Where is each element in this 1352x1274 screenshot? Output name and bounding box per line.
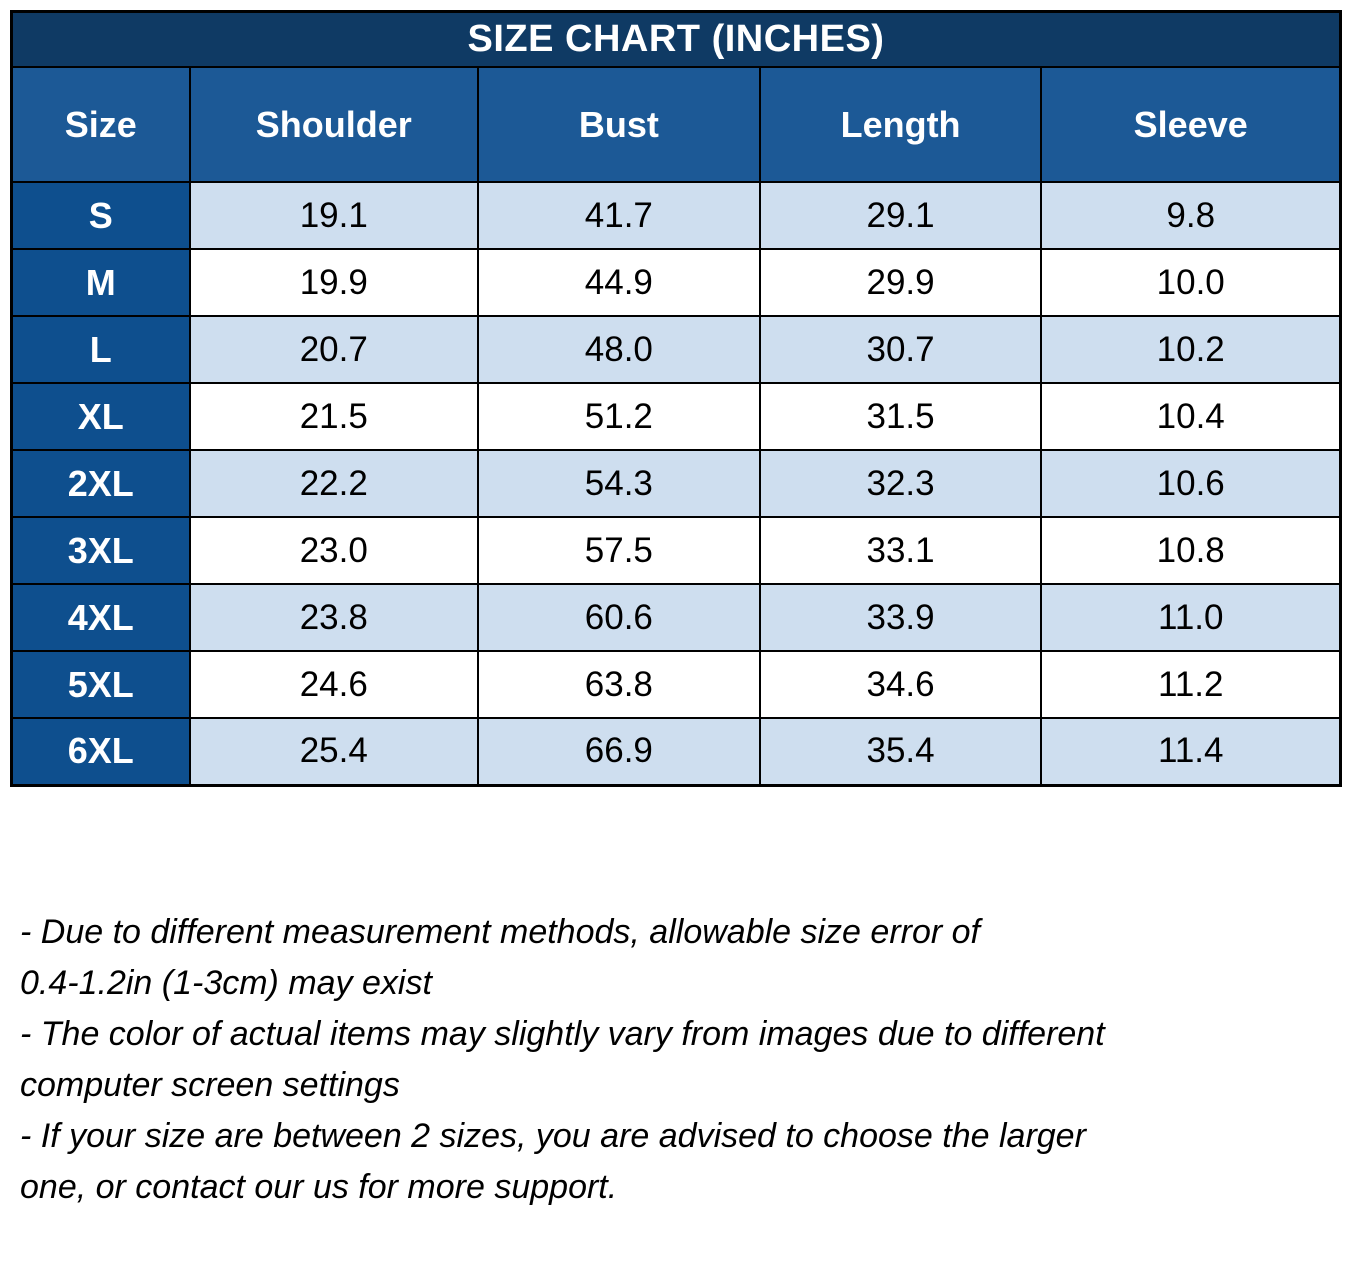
note-line-5: - If your size are between 2 sizes, you … — [20, 1116, 1086, 1155]
table-row-6xl: 6XL 25.4 66.9 35.4 11.4 — [10, 717, 1342, 786]
cell-length: 33.9 — [758, 583, 1043, 652]
note-line-3: - The color of actual items may slightly… — [20, 1014, 1105, 1053]
table-row-xl: XL 21.5 51.2 31.5 10.4 — [10, 382, 1342, 451]
cell-length: 31.5 — [758, 382, 1043, 451]
table-title: SIZE CHART (INCHES) — [10, 10, 1342, 68]
cell-shoulder: 24.6 — [188, 650, 479, 719]
row-size-label: M — [10, 248, 191, 317]
cell-shoulder: 19.9 — [188, 248, 479, 317]
row-size-label: 2XL — [10, 449, 191, 518]
cell-length: 35.4 — [758, 717, 1043, 786]
cell-sleeve: 11.2 — [1040, 650, 1342, 719]
cell-bust: 48.0 — [476, 315, 761, 384]
cell-shoulder: 19.1 — [188, 181, 479, 250]
cell-shoulder: 20.7 — [188, 315, 479, 384]
column-header-bust: Bust — [476, 66, 761, 183]
note-line-2: 0.4-1.2in (1-3cm) may exist — [20, 963, 432, 1002]
cell-shoulder: 21.5 — [188, 382, 479, 451]
cell-shoulder: 23.8 — [188, 583, 479, 652]
cell-bust: 63.8 — [476, 650, 761, 719]
row-size-label: 3XL — [10, 516, 191, 585]
cell-sleeve: 11.0 — [1040, 583, 1342, 652]
note-line-4: computer screen settings — [20, 1065, 400, 1104]
cell-shoulder: 22.2 — [188, 449, 479, 518]
row-size-label: S — [10, 181, 191, 250]
table-row-s: S 19.1 41.7 29.1 9.8 — [10, 181, 1342, 250]
cell-length: 30.7 — [758, 315, 1043, 384]
table-row-5xl: 5XL 24.6 63.8 34.6 11.2 — [10, 650, 1342, 719]
column-header-length: Length — [758, 66, 1043, 183]
notes-section: - Due to different measurement methods, … — [20, 907, 1334, 1213]
cell-bust: 66.9 — [476, 717, 761, 786]
cell-shoulder: 25.4 — [188, 717, 479, 786]
cell-sleeve: 10.6 — [1040, 449, 1342, 518]
row-size-label: 4XL — [10, 583, 191, 652]
cell-sleeve: 10.0 — [1040, 248, 1342, 317]
table-row-m: M 19.9 44.9 29.9 10.0 — [10, 248, 1342, 317]
cell-length: 29.9 — [758, 248, 1043, 317]
table-row-3xl: 3XL 23.0 57.5 33.1 10.8 — [10, 516, 1342, 585]
row-size-label: 6XL — [10, 717, 191, 786]
cell-shoulder: 23.0 — [188, 516, 479, 585]
cell-sleeve: 11.4 — [1040, 717, 1342, 786]
column-header-sleeve: Sleeve — [1040, 66, 1342, 183]
row-size-label: 5XL — [10, 650, 191, 719]
title-row: SIZE CHART (INCHES) — [10, 10, 1342, 68]
note-line-6: one, or contact our us for more support. — [20, 1167, 618, 1206]
cell-bust: 57.5 — [476, 516, 761, 585]
cell-bust: 41.7 — [476, 181, 761, 250]
cell-bust: 51.2 — [476, 382, 761, 451]
table-row-l: L 20.7 48.0 30.7 10.2 — [10, 315, 1342, 384]
cell-length: 32.3 — [758, 449, 1043, 518]
cell-sleeve: 10.8 — [1040, 516, 1342, 585]
row-size-label: L — [10, 315, 191, 384]
cell-sleeve: 10.2 — [1040, 315, 1342, 384]
table-row-4xl: 4XL 23.8 60.6 33.9 11.0 — [10, 583, 1342, 652]
size-chart-table: SIZE CHART (INCHES) Size Shoulder Bust L… — [10, 10, 1342, 787]
cell-sleeve: 10.4 — [1040, 382, 1342, 451]
cell-length: 29.1 — [758, 181, 1043, 250]
note-line-1: - Due to different measurement methods, … — [20, 912, 981, 951]
cell-bust: 54.3 — [476, 449, 761, 518]
column-header-size: Size — [10, 66, 191, 183]
table-row-2xl: 2XL 22.2 54.3 32.3 10.6 — [10, 449, 1342, 518]
column-header-shoulder: Shoulder — [188, 66, 479, 183]
cell-length: 33.1 — [758, 516, 1043, 585]
cell-length: 34.6 — [758, 650, 1043, 719]
cell-bust: 44.9 — [476, 248, 761, 317]
header-row: Size Shoulder Bust Length Sleeve — [10, 66, 1342, 183]
cell-bust: 60.6 — [476, 583, 761, 652]
cell-sleeve: 9.8 — [1040, 181, 1342, 250]
row-size-label: XL — [10, 382, 191, 451]
